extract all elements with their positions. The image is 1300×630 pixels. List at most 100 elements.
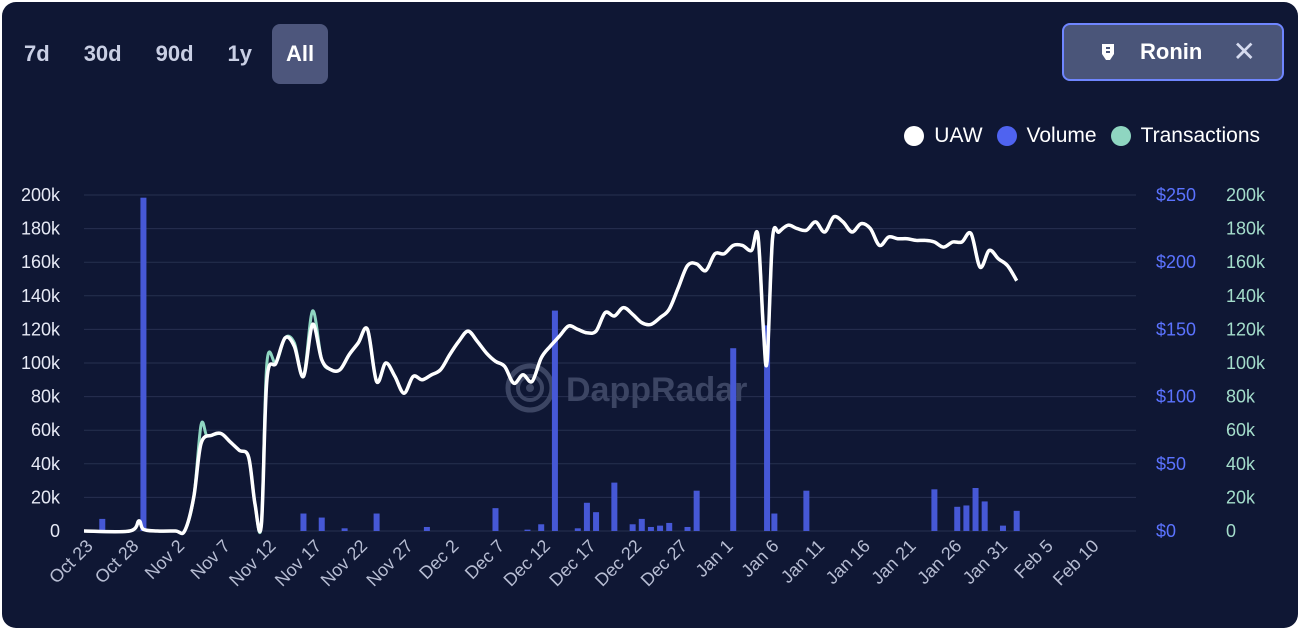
volume-bar[interactable] <box>538 524 545 531</box>
volume-bar[interactable] <box>629 524 636 531</box>
y-left-tick-label: 160k <box>21 252 61 272</box>
x-tick-label: Nov 17 <box>271 536 325 590</box>
y-left-tick-label: 100k <box>21 353 61 373</box>
y-left-tick-label: 80k <box>31 387 61 407</box>
volume-bar[interactable] <box>140 197 147 532</box>
y-transactions-tick-label: 20k <box>1226 487 1256 507</box>
y-transactions-tick-label: 200k <box>1226 185 1266 205</box>
volume-bar[interactable] <box>657 525 664 531</box>
x-tick-label: Dec 17 <box>545 536 599 590</box>
y-volume-tick-label: $0 <box>1156 521 1176 541</box>
volume-bar[interactable] <box>954 506 961 531</box>
x-tick-label: Jan 1 <box>692 536 737 581</box>
volume-bar[interactable] <box>373 513 380 531</box>
volume-bar[interactable] <box>574 528 581 531</box>
volume-bar[interactable] <box>684 526 691 531</box>
volume-bar[interactable] <box>693 490 700 531</box>
y-transactions-tick-label: 100k <box>1226 353 1266 373</box>
volume-bar[interactable] <box>423 526 430 531</box>
legend-volume-dot <box>996 126 1017 146</box>
y-transactions-tick-label: 0 <box>1226 521 1236 541</box>
x-tick-label: Jan 31 <box>959 536 1011 588</box>
volume-bar[interactable] <box>99 518 106 531</box>
y-left-tick-label: 20k <box>31 487 61 507</box>
y-left-tick-label: 0 <box>50 521 60 541</box>
volume-bar[interactable] <box>931 489 938 531</box>
y-volume-tick-label: $100 <box>1156 387 1196 407</box>
volume-bar[interactable] <box>341 528 348 531</box>
time-range-tabs: 7d 30d 90d 1y All <box>10 24 329 84</box>
volume-bar[interactable] <box>300 513 307 531</box>
x-tick-label: Jan 6 <box>737 536 782 581</box>
x-tick-label: Jan 11 <box>777 536 828 587</box>
volume-bar[interactable] <box>551 310 558 531</box>
y-left-tick-label: 40k <box>31 454 61 474</box>
legend-item-uaw[interactable]: UAW <box>904 124 983 148</box>
x-tick-label: Jan 21 <box>867 536 919 588</box>
y-left-tick-label: 120k <box>21 319 61 339</box>
legend-transactions-dot <box>1110 126 1131 146</box>
volume-bar[interactable] <box>524 529 531 531</box>
x-tick-label: Feb 10 <box>1049 536 1103 590</box>
x-tick-label: Jan 26 <box>913 536 965 588</box>
y-transactions-tick-label: 160k <box>1226 252 1266 272</box>
volume-bar[interactable] <box>764 325 771 531</box>
uaw-line[interactable] <box>83 214 1019 536</box>
y-left-tick-label: 140k <box>21 286 61 306</box>
x-tick-label: Nov 2 <box>141 536 188 583</box>
y-left-tick-label: 180k <box>21 219 61 239</box>
chip-label: Ronin <box>1140 39 1203 64</box>
x-tick-label: Oct 23 <box>45 536 97 588</box>
legend-volume-label: Volume <box>1026 124 1097 147</box>
volume-bar[interactable] <box>999 525 1006 531</box>
x-tick-label: Dec 22 <box>591 536 645 590</box>
y-transactions-tick-label: 180k <box>1226 219 1266 239</box>
volume-bar[interactable] <box>972 487 979 531</box>
x-tick-label: Dec 27 <box>637 536 691 590</box>
tab-30d[interactable]: 30d <box>83 41 122 66</box>
volume-bar[interactable] <box>611 482 618 531</box>
y-left-tick-label: 60k <box>31 420 61 440</box>
volume-bar[interactable] <box>730 348 737 531</box>
watermark-text: DappRadar <box>566 371 747 409</box>
volume-bar[interactable] <box>583 502 590 531</box>
tab-7d[interactable]: 7d <box>24 41 50 66</box>
volume-bar[interactable] <box>963 505 970 531</box>
y-transactions-tick-label: 120k <box>1226 319 1266 339</box>
volume-bar[interactable] <box>638 518 645 531</box>
volume-bar[interactable] <box>666 522 673 531</box>
y-volume-tick-label: $150 <box>1156 319 1196 339</box>
y-volume-tick-label: $250 <box>1156 185 1196 205</box>
x-tick-label: Dec 2 <box>415 536 462 583</box>
x-tick-label: Nov 27 <box>362 536 416 590</box>
x-tick-label: Nov 12 <box>225 536 279 590</box>
tab-90d[interactable]: 90d <box>155 41 194 66</box>
y-left-tick-label: 200k <box>21 185 61 205</box>
close-icon[interactable]: ✕ <box>1232 36 1256 67</box>
volume-bar[interactable] <box>981 501 988 531</box>
x-tick-label: Jan 16 <box>822 536 874 588</box>
ronin-shield-icon <box>1102 44 1114 60</box>
volume-bar[interactable] <box>593 512 600 531</box>
volume-bar[interactable] <box>803 490 810 531</box>
volume-bar[interactable] <box>1013 510 1020 531</box>
tab-1y[interactable]: 1y <box>227 41 253 66</box>
y-volume-tick-label: $200 <box>1156 252 1196 272</box>
legend-item-volume[interactable]: Volume <box>996 124 1097 148</box>
volume-bar[interactable] <box>647 526 654 531</box>
legend-item-transactions[interactable]: Transactions <box>1110 124 1260 148</box>
y-transactions-tick-label: 60k <box>1226 420 1256 440</box>
volume-bar[interactable] <box>492 508 499 531</box>
dappradar-watermark: DappRadar <box>505 363 747 413</box>
volume-bar[interactable] <box>318 517 325 531</box>
ronin-filter-chip[interactable]: Ronin ✕ <box>1062 23 1284 81</box>
volume-bar[interactable] <box>771 513 778 531</box>
y-transactions-tick-label: 40k <box>1226 454 1256 474</box>
x-tick-label: Dec 12 <box>500 536 554 590</box>
x-tick-label: Nov 22 <box>317 536 371 590</box>
y-transactions-tick-label: 80k <box>1226 387 1256 407</box>
tab-all[interactable]: All <box>272 24 329 84</box>
y-volume-tick-label: $50 <box>1156 454 1186 474</box>
